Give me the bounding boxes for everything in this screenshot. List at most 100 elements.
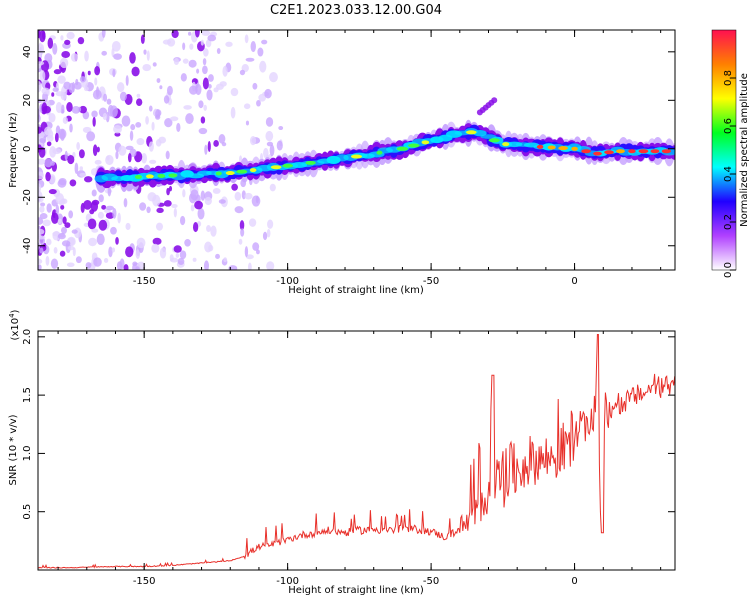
noise-speck xyxy=(187,31,192,36)
noise-speck xyxy=(182,58,189,64)
noise-speck xyxy=(151,243,160,253)
noise-speck xyxy=(205,39,212,48)
noise-speck xyxy=(107,186,112,197)
noise-speck xyxy=(77,106,82,113)
noise-speck xyxy=(79,105,87,114)
noise-speck xyxy=(38,264,42,270)
noise-speck xyxy=(244,192,253,200)
noise-speck xyxy=(165,150,170,160)
noise-speck xyxy=(264,88,272,99)
noise-speck xyxy=(269,144,275,157)
noise-speck xyxy=(40,44,45,55)
noise-speck xyxy=(101,30,106,38)
noise-speck xyxy=(85,262,92,269)
noise-speck xyxy=(207,84,212,89)
spectrogram-axes: -150 -100 -50 0 -40 -20 0 20 40 xyxy=(22,30,675,287)
noise-speck xyxy=(210,225,217,237)
noise-speck xyxy=(173,245,182,253)
noise-speck xyxy=(55,204,60,215)
noise-speck xyxy=(112,208,117,219)
noise-speck xyxy=(52,230,61,241)
noise-speck xyxy=(92,89,102,100)
noise-speck xyxy=(218,199,226,204)
noise-speck xyxy=(77,36,85,45)
noise-speck xyxy=(46,134,54,142)
noise-speck xyxy=(61,226,67,234)
noise-speck xyxy=(255,195,259,204)
noise-speck xyxy=(221,142,227,147)
colorbar: 0.00.20.40.60.8 Normalized spectral ampl… xyxy=(711,29,750,278)
noise-speck xyxy=(189,43,194,50)
noise-speck xyxy=(212,188,221,194)
noise-speck xyxy=(96,146,100,153)
noise-speck xyxy=(261,39,268,45)
noise-speck xyxy=(192,222,199,233)
colorbar-label: Normalized spectral amplitude xyxy=(739,73,750,227)
noise-speck xyxy=(61,50,71,59)
noise-speck xyxy=(47,37,54,49)
ridge-hotspot xyxy=(502,142,510,147)
noise-speck xyxy=(129,52,136,64)
noise-speck xyxy=(136,98,143,106)
noise-speck xyxy=(38,158,46,165)
noise-speck xyxy=(45,255,50,266)
noise-speck xyxy=(80,202,85,214)
ridge-hotspot xyxy=(408,143,420,148)
colorbar-tick-label: 0.6 xyxy=(723,118,734,134)
noise-speck xyxy=(125,75,129,86)
snr-y-tick-label: 2.0 xyxy=(22,329,33,345)
noise-speck xyxy=(269,71,278,83)
snr-frame xyxy=(37,330,676,571)
noise-speck xyxy=(177,257,185,266)
noise-speck xyxy=(249,136,257,146)
noise-speck xyxy=(53,247,58,254)
noise-speck xyxy=(84,176,93,183)
noise-speck xyxy=(75,256,82,264)
snr-x-tick-label: 0 xyxy=(571,576,577,587)
noise-speck xyxy=(240,228,245,237)
noise-speck xyxy=(231,183,238,191)
noise-speck xyxy=(259,60,267,73)
noise-speck xyxy=(129,148,137,158)
noise-speck xyxy=(202,58,207,66)
snr-y-tick-label: 1.0 xyxy=(22,445,33,461)
colorbar-axes: 0.00.20.40.60.8 xyxy=(711,29,737,278)
ridge-hotspot xyxy=(168,173,178,178)
noise-speck xyxy=(68,82,75,94)
noise-speck xyxy=(276,140,283,151)
noise-speck xyxy=(179,250,187,260)
noise-speck xyxy=(92,144,98,157)
ridge-spur xyxy=(491,97,498,104)
noise-speck xyxy=(206,89,213,101)
ridge-hotspot xyxy=(581,149,591,154)
noise-speck xyxy=(52,148,62,155)
noise-speck xyxy=(129,130,134,141)
noise-speck xyxy=(111,40,121,52)
noise-speck xyxy=(239,220,245,231)
noise-speck xyxy=(91,189,97,197)
noise-speck xyxy=(44,158,53,168)
noise-speck xyxy=(152,62,157,67)
noise-speck xyxy=(97,211,105,219)
noise-speck xyxy=(245,120,250,126)
noise-speck xyxy=(57,75,66,84)
noise-speck xyxy=(194,200,203,210)
snr-multiplier: (x104) xyxy=(8,309,21,340)
noise-speck xyxy=(151,121,155,131)
spectrogram-x-tick-label: -150 xyxy=(133,276,156,287)
noise-speck xyxy=(256,249,260,255)
ridge-hotspot xyxy=(145,174,154,179)
noise-speck xyxy=(244,34,249,44)
noise-speck xyxy=(50,258,59,269)
noise-speck xyxy=(102,112,108,121)
noise-speck xyxy=(91,199,100,206)
noise-speck xyxy=(57,233,66,240)
noise-speck xyxy=(203,260,209,270)
noise-speck xyxy=(115,236,119,245)
ridge-hotspot xyxy=(650,149,660,154)
noise-speck xyxy=(146,206,151,214)
noise-speck xyxy=(89,209,95,215)
noise-speck xyxy=(201,30,211,36)
noise-speck xyxy=(204,144,208,155)
noise-speck xyxy=(171,204,178,209)
